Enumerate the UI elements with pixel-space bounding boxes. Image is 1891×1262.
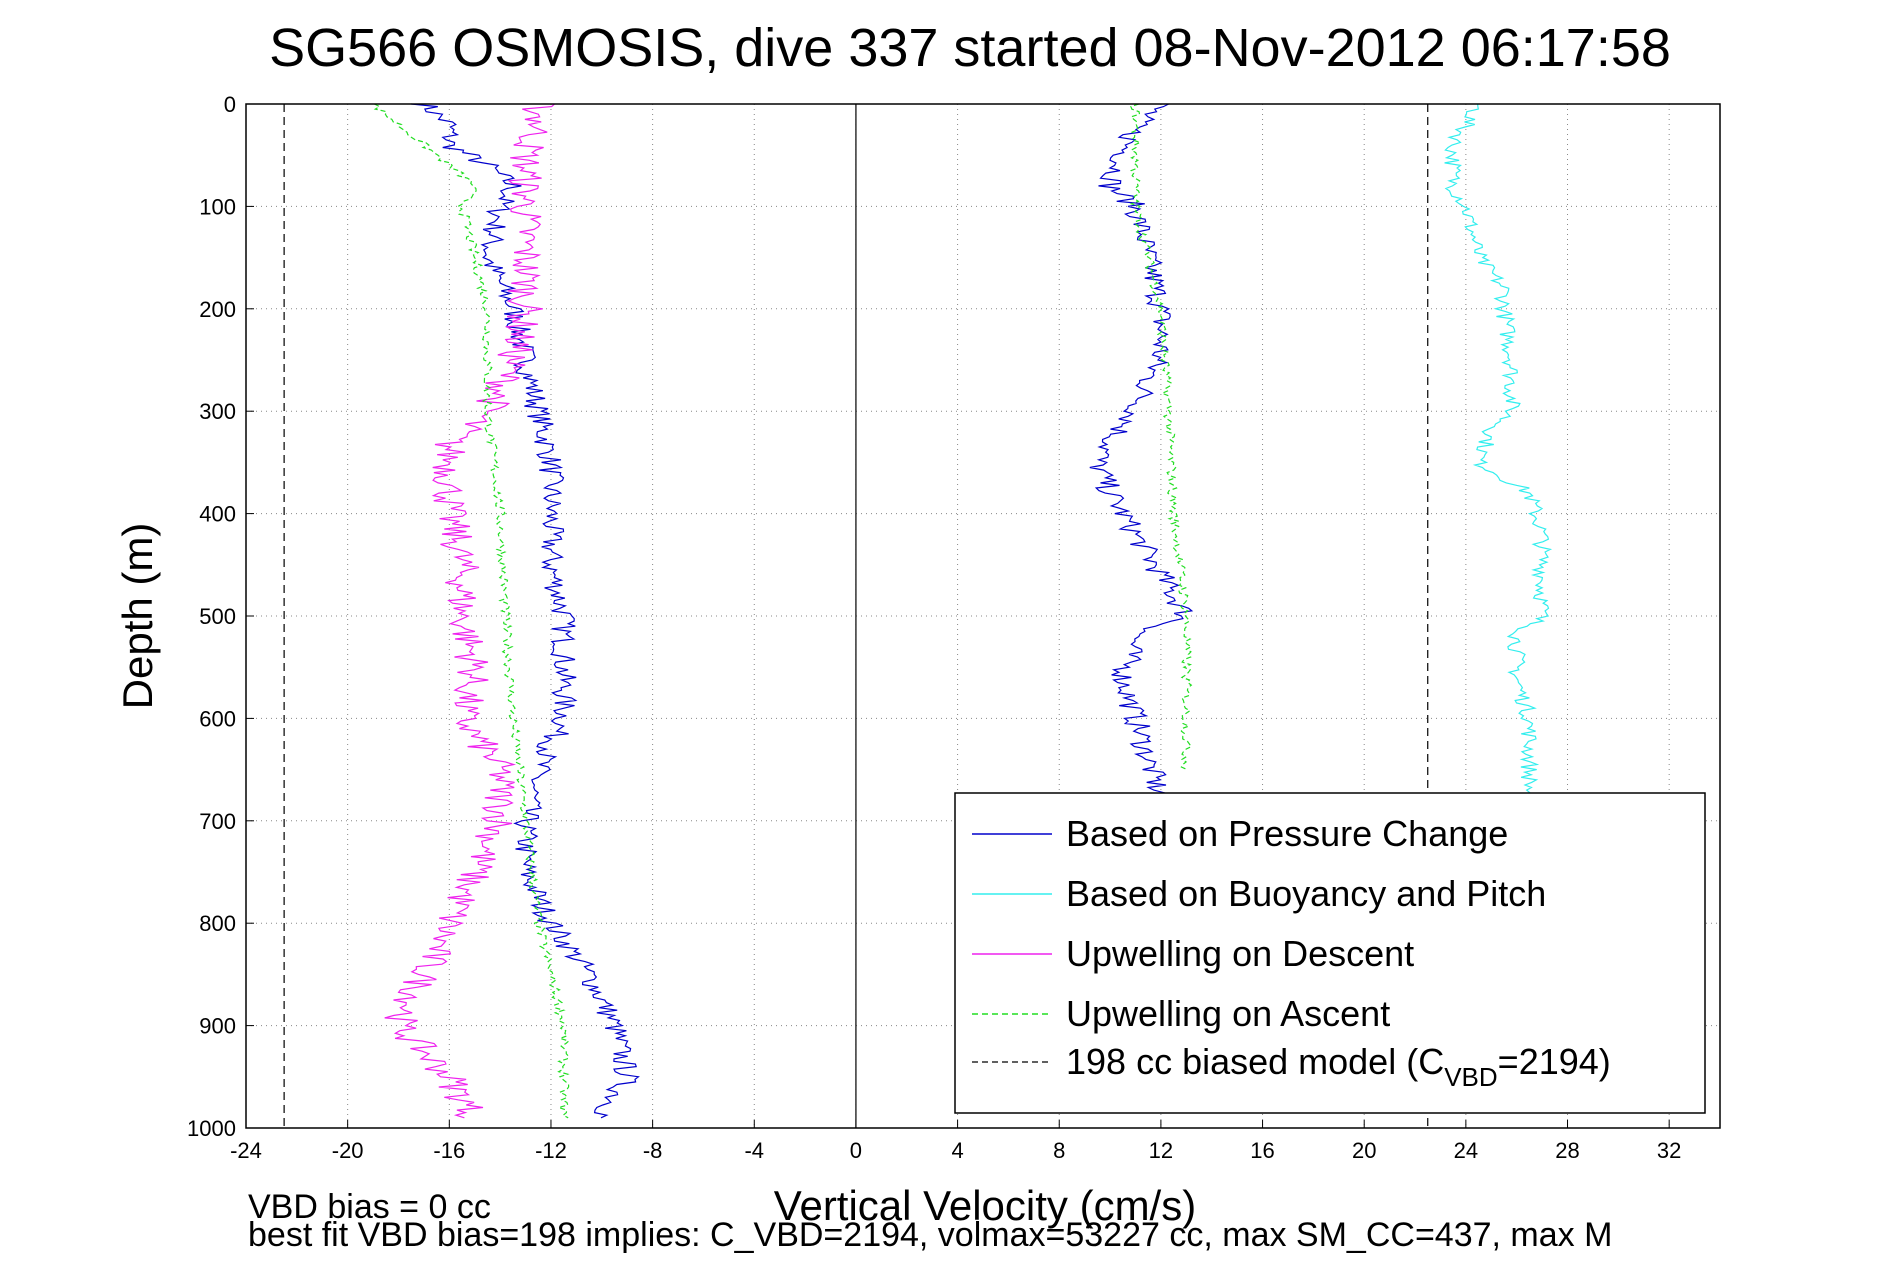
x-tick-label: 20 (1352, 1138, 1376, 1163)
x-tick-label: 8 (1053, 1138, 1065, 1163)
legend-model-tail: =2194) (1498, 1041, 1611, 1082)
y-tick-label: 900 (199, 1014, 236, 1039)
x-tick-labels: -24 -20 -16 -12 -8 -4 0 4 8 12 16 20 24 28 32 (230, 1120, 1681, 1163)
x-tick-label: 28 (1555, 1138, 1579, 1163)
x-tick-label: 4 (951, 1138, 963, 1163)
y-tick-labels: 0 100 200 300 400 500 600 700 800 900 1000 (187, 92, 254, 1141)
x-tick-label: 24 (1454, 1138, 1478, 1163)
y-tick-label: 0 (224, 92, 236, 117)
footer-vbd-bias: VBD bias = 0 cc (248, 1188, 491, 1226)
series-line-3 (1129, 103, 1193, 771)
y-tick-label: 500 (199, 604, 236, 629)
y-axis-label: Depth (m) (114, 523, 161, 710)
x-tick-label: -24 (230, 1138, 262, 1163)
x-tick-label: -8 (643, 1138, 663, 1163)
y-tick-label: 300 (199, 399, 236, 424)
x-tick-label: -16 (433, 1138, 465, 1163)
legend-label-ascent: Upwelling on Ascent (1066, 993, 1390, 1034)
legend-label-descent: Upwelling on Descent (1066, 933, 1414, 974)
x-tick-label: 0 (850, 1138, 862, 1163)
footer-best-fit: best fit VBD bias=198 implies: C_VBD=219… (248, 1216, 1612, 1254)
x-axis-label: Vertical Velocity (cm/s) (774, 1182, 1196, 1229)
y-tick-label: 800 (199, 911, 236, 936)
x-tick-label: -20 (332, 1138, 364, 1163)
legend-box (954, 792, 1706, 1114)
y-tick-label: 400 (199, 502, 236, 527)
chart-title: SG566 OSMOSIS, dive 337 started 08-Nov-2… (269, 18, 1671, 78)
x-tick-label: 12 (1149, 1138, 1173, 1163)
legend: Based on Pressure Change Based on Buoyan… (954, 792, 1706, 1114)
legend-label-model: 198 cc biased model (CVBD=2194) (1066, 1041, 1611, 1092)
legend-label-buoyancy: Based on Buoyancy and Pitch (1066, 873, 1546, 914)
x-tick-label: -12 (535, 1138, 567, 1163)
y-tick-label: 1000 (187, 1116, 236, 1141)
legend-label-pressure: Based on Pressure Change (1066, 813, 1508, 854)
series-line-1 (1444, 103, 1553, 801)
series-line-0 (1089, 103, 1194, 801)
y-tick-label: 200 (199, 297, 236, 322)
reference-lines (283, 104, 1429, 1128)
x-tick-label: 32 (1657, 1138, 1681, 1163)
legend-model-sub: VBD (1444, 1062, 1497, 1092)
data-series (373, 103, 1553, 1119)
y-tick-label: 600 (199, 706, 236, 731)
series-line-0 (411, 103, 640, 1119)
x-tick-label: -4 (744, 1138, 764, 1163)
y-tick-label: 100 (199, 194, 236, 219)
legend-model-main: 198 cc biased model (C (1066, 1041, 1444, 1082)
x-tick-label: 16 (1250, 1138, 1274, 1163)
series-line-3 (373, 103, 570, 1119)
series-line-2 (384, 103, 555, 1119)
y-tick-label: 700 (199, 809, 236, 834)
